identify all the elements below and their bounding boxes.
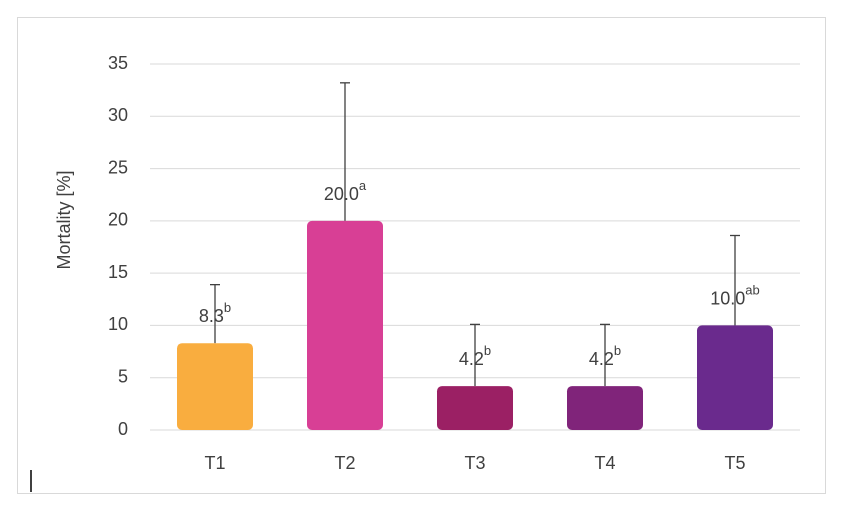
value-label-number: 20.0 [324, 184, 359, 204]
bar [177, 343, 253, 430]
value-label-number: 8.3 [199, 306, 224, 326]
y-tick-label: 15 [108, 262, 128, 282]
chart-frame [17, 17, 826, 494]
y-axis-label: Mortality [%] [54, 170, 74, 269]
significance-letter: b [614, 344, 621, 359]
y-tick-label: 10 [108, 314, 128, 334]
x-tick-label: T4 [594, 453, 615, 473]
x-tick-label: T1 [204, 453, 225, 473]
bar [697, 325, 773, 430]
significance-letter: b [224, 301, 231, 316]
y-tick-label: 25 [108, 157, 128, 177]
value-label-number: 4.2 [589, 349, 614, 369]
y-tick-label: 30 [108, 105, 128, 125]
significance-letter: ab [745, 283, 759, 298]
value-label-number: 10.0 [710, 288, 745, 308]
x-tick-label: T5 [724, 453, 745, 473]
bar [307, 220, 383, 430]
value-label: 4.2b [589, 344, 621, 369]
y-tick-label: 20 [108, 210, 128, 230]
y-tick-label: 5 [118, 366, 128, 386]
value-label-number: 4.2 [459, 349, 484, 369]
significance-letter: b [484, 344, 491, 359]
value-label: 20.0a [324, 178, 367, 203]
y-tick-label: 0 [118, 419, 128, 439]
significance-letter: a [359, 178, 367, 193]
value-label: 4.2b [459, 344, 491, 369]
bar [567, 386, 643, 430]
value-label: 8.3b [199, 301, 231, 326]
value-label: 10.0ab [710, 283, 760, 308]
x-tick-label: T2 [334, 453, 355, 473]
x-tick-label: T3 [464, 453, 485, 473]
y-tick-label: 35 [108, 53, 128, 73]
bar [437, 386, 513, 430]
